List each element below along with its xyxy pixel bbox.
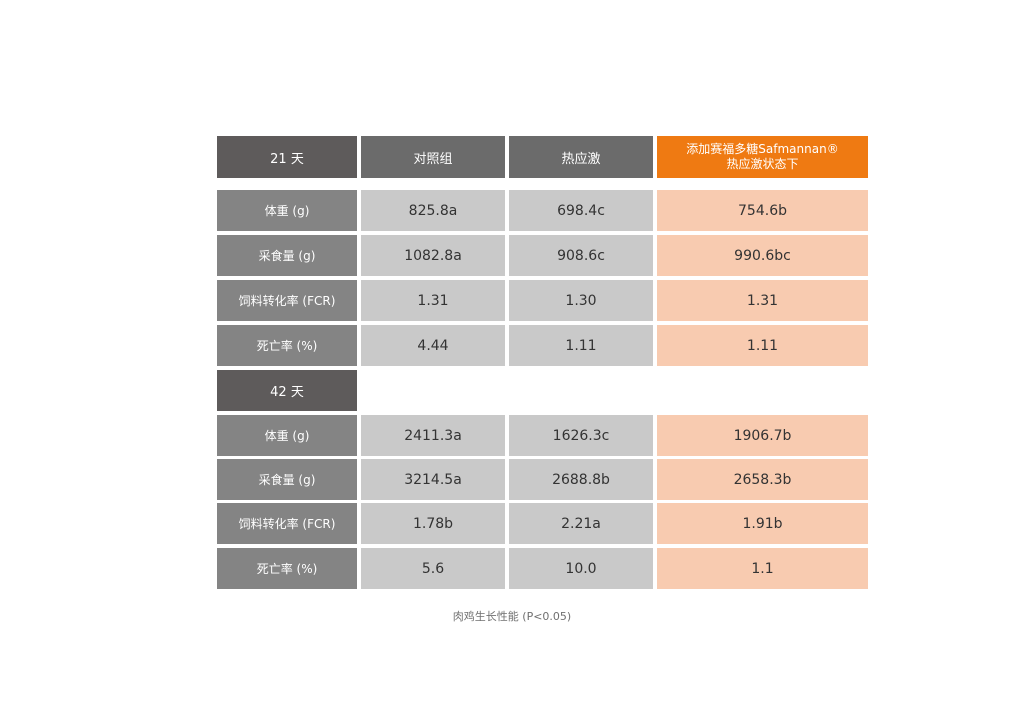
value-heat-stress: 2.21a <box>509 503 653 544</box>
value-heat-stress: 10.0 <box>509 548 653 589</box>
table-row: 饲料转化率 (FCR) 1.31 1.30 1.31 <box>217 280 868 321</box>
value-control: 3214.5a <box>361 459 505 500</box>
value-heat-stress: 1.11 <box>509 325 653 366</box>
section-period-42: 42 天 <box>217 370 357 411</box>
value-safmannan: 1.91b <box>657 503 868 544</box>
value-control: 1082.8a <box>361 235 505 276</box>
row-label: 采食量 (g) <box>217 459 357 500</box>
value-control: 2411.3a <box>361 415 505 456</box>
value-control: 5.6 <box>361 548 505 589</box>
table-row: 死亡率 (%) 4.44 1.11 1.11 <box>217 325 868 366</box>
header-period: 21 天 <box>217 136 357 178</box>
row-label: 饲料转化率 (FCR) <box>217 503 357 544</box>
table-row: 采食量 (g) 1082.8a 908.6c 990.6bc <box>217 235 868 276</box>
header-safmannan: 添加赛福多糖Safmannan® 热应激状态下 <box>657 136 868 178</box>
value-heat-stress: 1.30 <box>509 280 653 321</box>
value-heat-stress: 698.4c <box>509 190 653 231</box>
row-label: 体重 (g) <box>217 415 357 456</box>
value-safmannan: 1906.7b <box>657 415 868 456</box>
section-row: 42 天 <box>217 370 357 411</box>
value-safmannan: 1.31 <box>657 280 868 321</box>
row-label: 死亡率 (%) <box>217 548 357 589</box>
row-label: 饲料转化率 (FCR) <box>217 280 357 321</box>
value-safmannan: 754.6b <box>657 190 868 231</box>
header-row: 21 天 对照组 热应激 添加赛福多糖Safmannan® 热应激状态下 <box>217 136 868 178</box>
table-row: 死亡率 (%) 5.6 10.0 1.1 <box>217 548 868 589</box>
table-row: 饲料转化率 (FCR) 1.78b 2.21a 1.91b <box>217 503 868 544</box>
value-heat-stress: 1626.3c <box>509 415 653 456</box>
header-safmannan-line2: 热应激状态下 <box>726 157 799 171</box>
value-safmannan: 1.1 <box>657 548 868 589</box>
row-label: 体重 (g) <box>217 190 357 231</box>
value-control: 1.78b <box>361 503 505 544</box>
table-row: 体重 (g) 825.8a 698.4c 754.6b <box>217 190 868 231</box>
header-control: 对照组 <box>361 136 505 178</box>
value-safmannan: 1.11 <box>657 325 868 366</box>
value-safmannan: 2658.3b <box>657 459 868 500</box>
value-control: 1.31 <box>361 280 505 321</box>
row-label: 死亡率 (%) <box>217 325 357 366</box>
value-heat-stress: 2688.8b <box>509 459 653 500</box>
row-label: 采食量 (g) <box>217 235 357 276</box>
value-safmannan: 990.6bc <box>657 235 868 276</box>
table-caption: 肉鸡生长性能 (P<0.05) <box>452 610 572 623</box>
table-row: 体重 (g) 2411.3a 1626.3c 1906.7b <box>217 415 868 456</box>
value-control: 825.8a <box>361 190 505 231</box>
header-safmannan-line1: 添加赛福多糖Safmannan® <box>686 142 839 156</box>
header-heat-stress: 热应激 <box>509 136 653 178</box>
table-row: 采食量 (g) 3214.5a 2688.8b 2658.3b <box>217 459 868 500</box>
value-heat-stress: 908.6c <box>509 235 653 276</box>
value-control: 4.44 <box>361 325 505 366</box>
